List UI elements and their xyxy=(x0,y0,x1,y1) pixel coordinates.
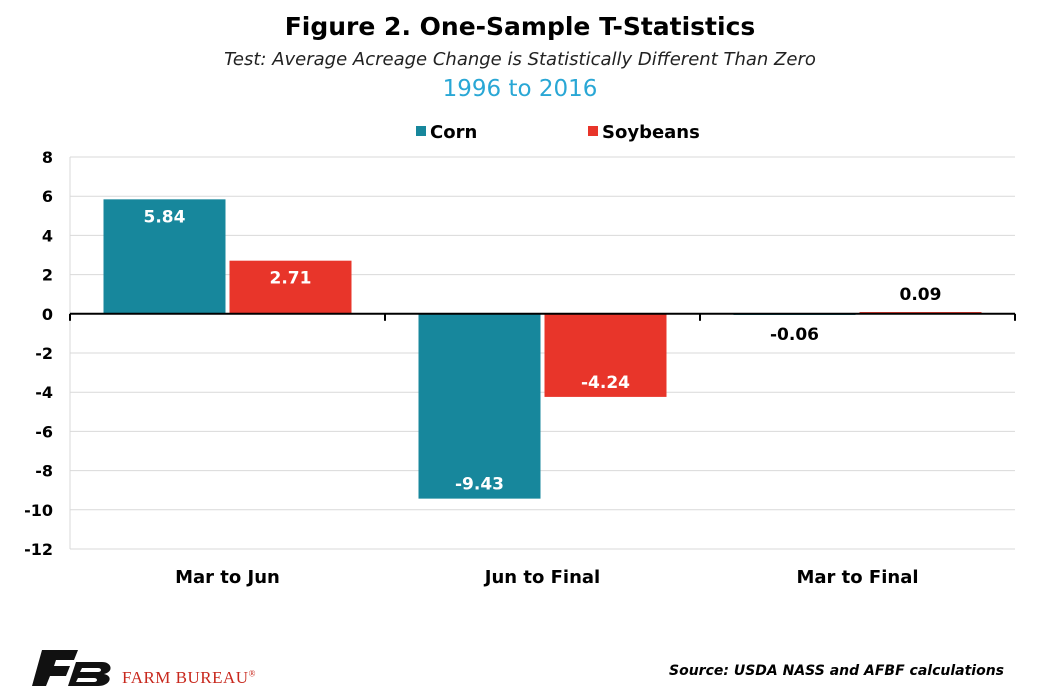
x-tick-label: Jun to Final xyxy=(483,567,600,588)
y-tick-label: -6 xyxy=(35,422,53,441)
x-tick-label: Mar to Final xyxy=(796,567,918,588)
y-tick-label: -8 xyxy=(35,462,53,481)
bar-soybeans xyxy=(229,260,352,314)
y-tick-label: -2 xyxy=(35,344,53,363)
x-tick-label: Mar to Jun xyxy=(175,567,280,588)
chart-subtitle: Test: Average Acreage Change is Statisti… xyxy=(224,49,816,70)
legend-label-soybeans: Soybeans xyxy=(602,122,700,143)
bar-chart: 8 6 4 2 0 -2 -4 -6 -8 -10 -12 5.84 -9.43 -0.06 2.71 -4.… xyxy=(24,122,1016,588)
bar-soybeans xyxy=(544,313,667,397)
farm-bureau-logo-icon xyxy=(32,650,111,686)
data-label: -4.24 xyxy=(581,373,630,393)
bar-corn xyxy=(418,313,541,499)
legend-swatch-soybeans xyxy=(588,126,598,136)
chart-period: 1996 to 2016 xyxy=(442,76,598,102)
source-note: Source: USDA NASS and AFBF calculations xyxy=(669,663,1004,679)
farm-bureau-logo-text: FARM BUREAU® xyxy=(122,668,256,687)
y-tick-label: -4 xyxy=(35,383,53,402)
legend-label-corn: Corn xyxy=(430,122,477,143)
y-tick-label: 4 xyxy=(42,226,53,245)
data-label: 2.71 xyxy=(270,269,312,289)
chart-title: Figure 2. One-Sample T-Statistics xyxy=(284,12,756,41)
data-label: -0.06 xyxy=(770,325,819,345)
y-tick-label: 0 xyxy=(42,305,53,324)
y-tick-label: 6 xyxy=(42,187,53,206)
data-label: 0.09 xyxy=(900,285,942,305)
y-tick-label: 2 xyxy=(42,266,53,285)
legend-swatch-corn xyxy=(416,126,426,136)
y-tick-label: 8 xyxy=(42,148,53,167)
y-tick-label: -12 xyxy=(24,540,53,559)
data-label: 5.84 xyxy=(144,207,186,227)
data-label: -9.43 xyxy=(455,475,504,495)
y-tick-label: -10 xyxy=(24,501,53,520)
bar-corn xyxy=(103,199,226,314)
